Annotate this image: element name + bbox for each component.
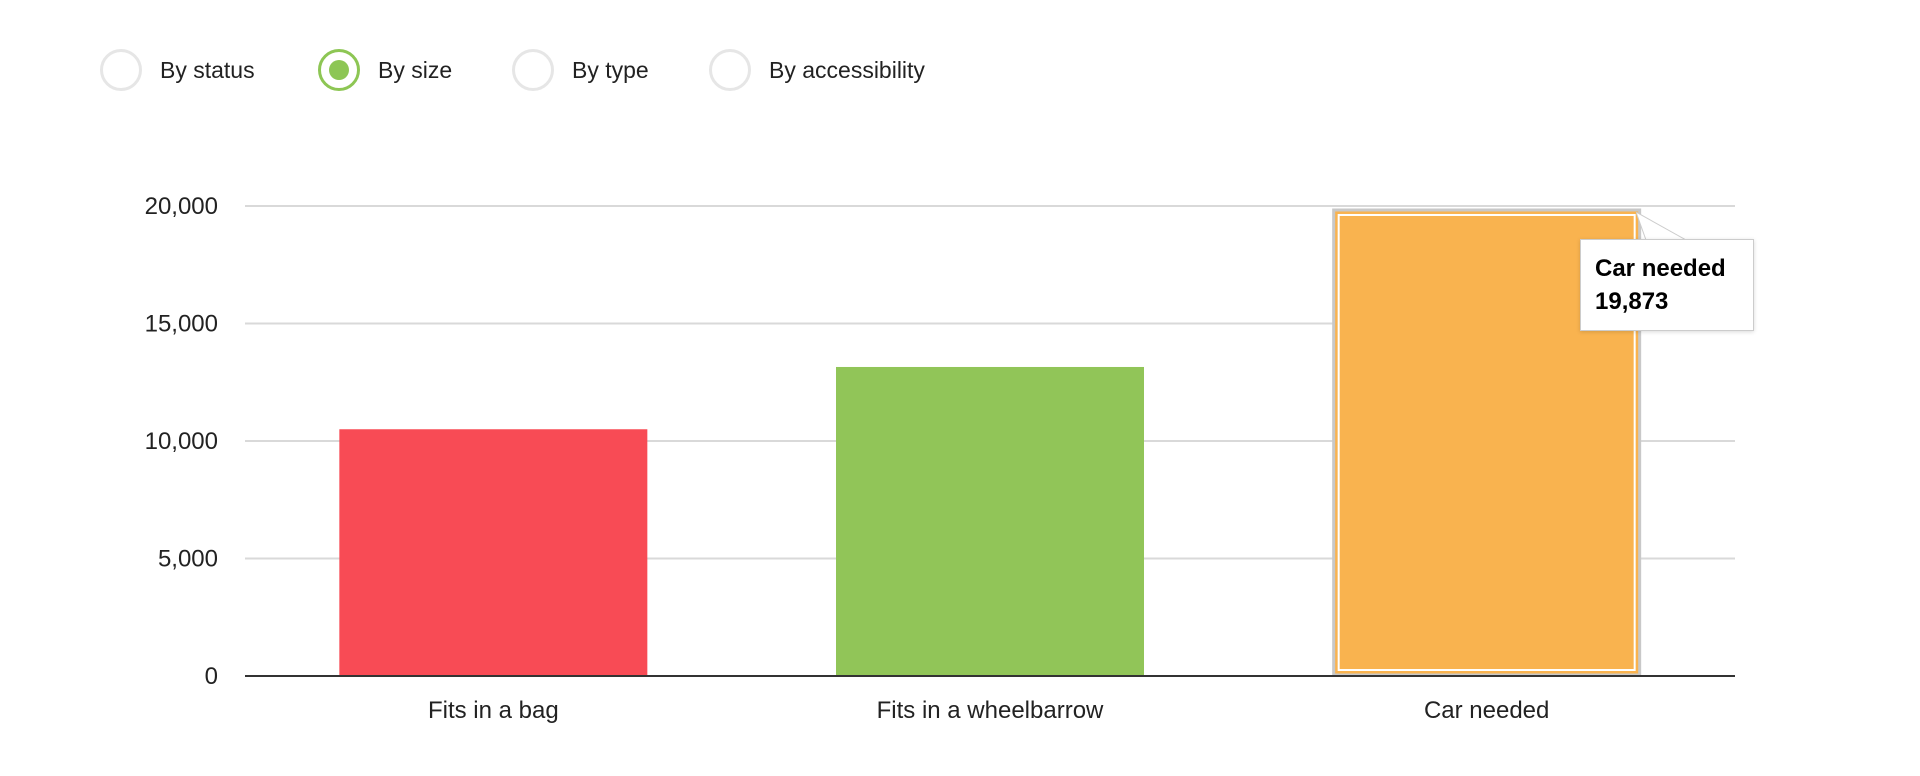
tooltip-pointer bbox=[1636, 212, 1688, 242]
bar-tooltip: Car needed 19,873 bbox=[1580, 239, 1754, 331]
radio-by-status[interactable]: By status bbox=[100, 46, 255, 94]
y-tick-label: 0 bbox=[205, 663, 218, 690]
radio-circle[interactable] bbox=[318, 49, 360, 91]
y-tick-label: 5,000 bbox=[158, 546, 218, 573]
tooltip-category: Car needed bbox=[1595, 255, 1726, 282]
bar bbox=[836, 366, 1144, 676]
radio-circle[interactable] bbox=[100, 49, 142, 91]
x-tick-label: Car needed bbox=[1424, 697, 1549, 724]
y-tick-label: 15,000 bbox=[145, 311, 218, 338]
radio-selected-dot bbox=[329, 60, 349, 80]
radio-label-by-accessibility: By accessibility bbox=[769, 56, 925, 83]
radio-by-size[interactable]: By size bbox=[318, 46, 452, 94]
radio-circle[interactable] bbox=[512, 49, 554, 91]
radio-by-type[interactable]: By type bbox=[512, 46, 649, 94]
radio-circle[interactable] bbox=[709, 49, 751, 91]
radio-label-by-size: By size bbox=[378, 56, 453, 83]
tooltip-value: 19,873 bbox=[1595, 288, 1669, 315]
y-tick-label: 20,000 bbox=[145, 193, 218, 220]
x-tick-label: Fits in a wheelbarrow bbox=[877, 697, 1104, 724]
view-filter-radio-group: By status By size By type By accessibili… bbox=[0, 0, 1200, 130]
bar-highlight-inner bbox=[1337, 213, 1636, 671]
x-tick-label: Fits in a bag bbox=[428, 697, 559, 724]
y-axis-tick-labels: 0 5,000 10,000 15,000 20,000 bbox=[145, 193, 218, 690]
bar bbox=[339, 429, 648, 676]
radio-by-accessibility[interactable]: By accessibility bbox=[709, 46, 925, 94]
radio-label-by-type: By type bbox=[572, 56, 649, 83]
y-tick-label: 10,000 bbox=[145, 428, 218, 455]
x-axis-tick-labels: Fits in a bag Fits in a wheelbarrow Car ne… bbox=[428, 697, 1549, 724]
bars bbox=[245, 208, 1735, 677]
radio-label-by-status: By status bbox=[160, 56, 255, 83]
